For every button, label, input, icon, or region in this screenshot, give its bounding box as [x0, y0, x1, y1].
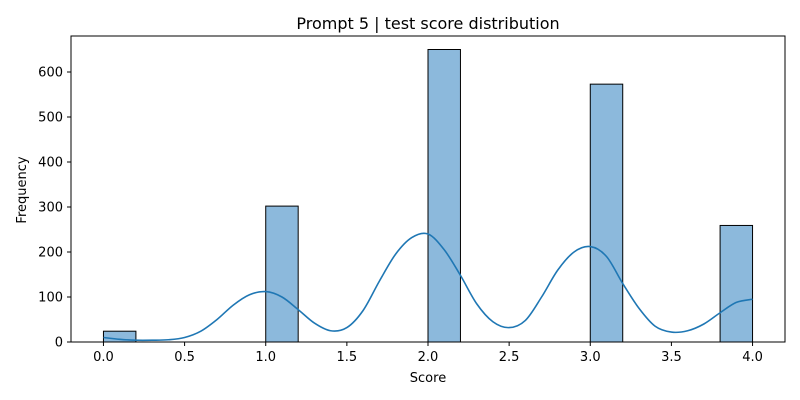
y-tick-label: 400 — [38, 156, 63, 171]
y-tick-label: 600 — [38, 66, 63, 81]
histogram-bar-1 — [265, 205, 299, 343]
x-tick-label: 3.5 — [661, 350, 682, 365]
x-axis-ticks: 0.0 0.5 1.0 1.5 2.0 2.5 3.0 3.5 4.0 — [93, 342, 763, 365]
y-axis-label: Frequency — [15, 156, 30, 223]
x-tick-label: 2.5 — [499, 350, 520, 365]
x-tick-label: 1.5 — [337, 350, 358, 365]
x-axis-label: Score — [410, 371, 446, 386]
y-tick-label: 200 — [38, 246, 63, 261]
plot-frame — [70, 35, 786, 343]
y-tick-label: 500 — [38, 111, 63, 126]
y-tick-label: 300 — [38, 201, 63, 216]
kde-group — [103, 232, 753, 342]
x-tick-label: 2.0 — [418, 350, 439, 365]
bars-group — [102, 49, 754, 343]
x-tick-label: 0.0 — [93, 350, 114, 365]
x-tick-label: 4.0 — [742, 350, 763, 365]
histogram-bar-4 — [719, 224, 754, 343]
chart-title: Prompt 5 | test score distribution — [296, 14, 559, 33]
histogram-bar-2 — [427, 49, 461, 343]
histogram-bar-3 — [589, 83, 624, 343]
x-tick-label: 1.0 — [255, 350, 276, 365]
y-axis-ticks: 0 100 200 300 400 500 600 — [38, 66, 71, 351]
y-tick-label: 100 — [38, 291, 63, 306]
x-tick-label: 3.0 — [580, 350, 601, 365]
y-tick-label: 0 — [55, 336, 63, 351]
x-tick-label: 0.5 — [174, 350, 195, 365]
kde-line — [103, 232, 753, 342]
